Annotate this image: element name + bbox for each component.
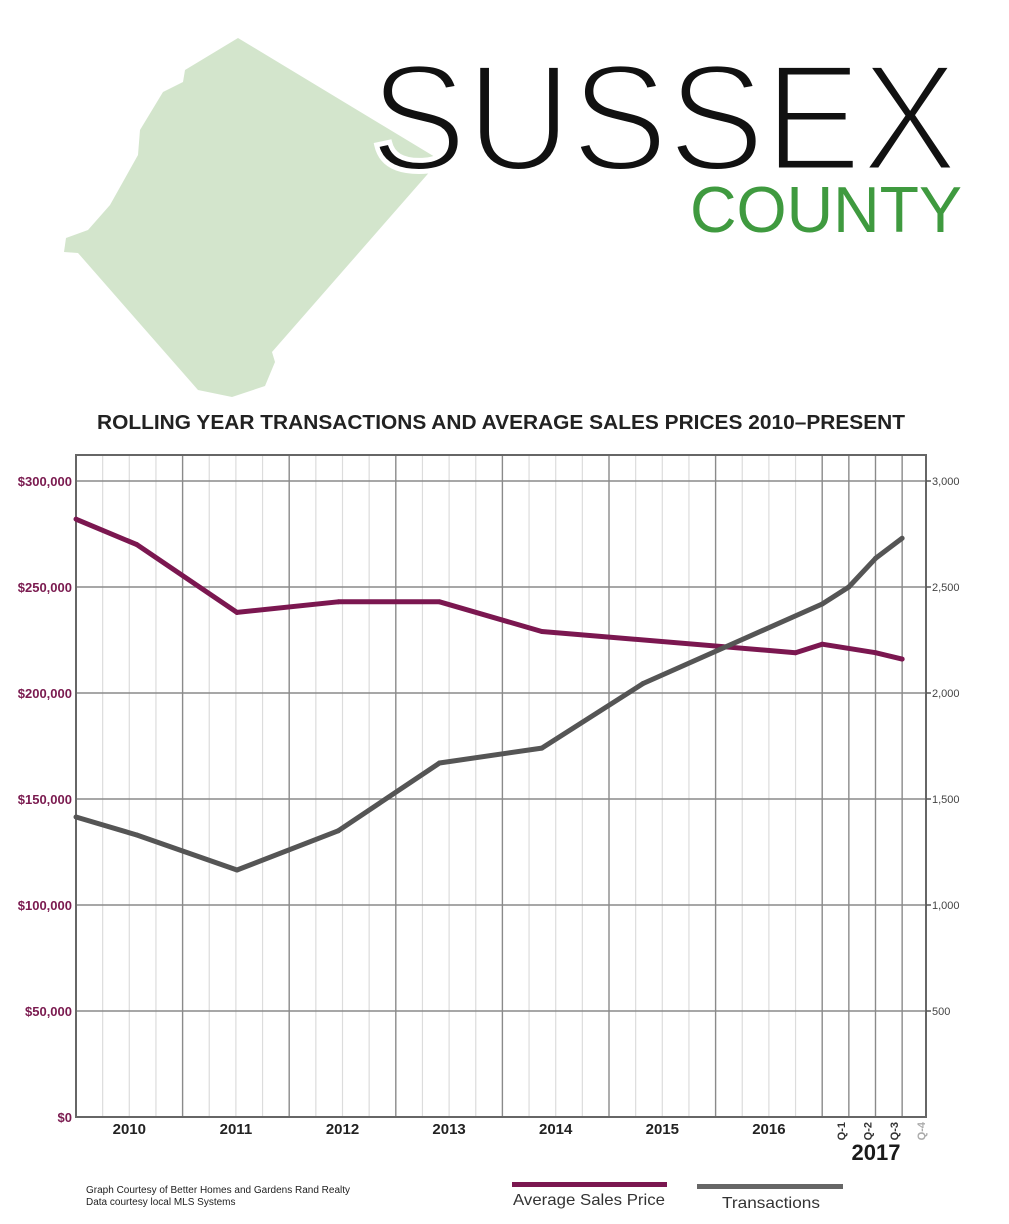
- right-axis-tick-label: 2,000: [932, 688, 960, 700]
- county-name-title: SUSSEX: [370, 33, 958, 203]
- chart-grid: [75, 454, 927, 1118]
- data-point-average-sales-price: [793, 650, 799, 656]
- x-axis-tick-label: 2011: [220, 1121, 253, 1138]
- left-axis-tick-label: $300,000: [18, 474, 72, 489]
- quarter-tick-label: Q-3: [889, 1122, 901, 1140]
- x-axis-tick-label: 2013: [432, 1121, 465, 1138]
- data-point-transactions: [819, 601, 825, 607]
- right-axis-tick-label: 3,000: [932, 476, 960, 488]
- right-axis-tick-label: 1,000: [932, 900, 960, 912]
- data-point-transactions: [873, 555, 878, 561]
- data-point-transactions: [846, 584, 852, 590]
- legend-swatch-average-sales-price: [512, 1182, 667, 1187]
- data-point-transactions: [640, 680, 646, 686]
- data-point-transactions: [335, 828, 341, 834]
- right-axis-tick-label: 500: [932, 1006, 950, 1018]
- data-point-transactions: [437, 760, 443, 766]
- data-point-average-sales-price: [234, 609, 240, 615]
- chart-axis-labels: $0 $50,000 $100,000 $150,000 $200,000 $250,00…: [18, 474, 960, 1140]
- data-point-transactions: [234, 867, 240, 873]
- quarter-tick-label: Q-1: [836, 1122, 848, 1140]
- right-axis-tick-label: 2,500: [932, 582, 960, 594]
- series-line-average-sales-price: [75, 516, 903, 662]
- data-point-transactions: [134, 832, 140, 838]
- data-point-average-sales-price: [335, 599, 341, 605]
- chart-series: [73, 516, 905, 873]
- left-axis-tick-label: $100,000: [18, 898, 72, 913]
- data-point-average-sales-price: [73, 516, 79, 522]
- right-axis-tick-label: 1,500: [932, 794, 960, 806]
- credit-line-1: Graph Courtesy of Better Homes and Garde…: [86, 1185, 350, 1196]
- data-point-transactions: [73, 814, 79, 820]
- x-axis-tick-label: 2014: [539, 1121, 573, 1138]
- quarter-tick-label: Q-4: [916, 1121, 928, 1140]
- data-point-average-sales-price: [819, 641, 825, 647]
- data-point-average-sales-price: [873, 650, 878, 656]
- county-subtitle: COUNTY: [690, 173, 962, 246]
- legend-label-average-sales-price: Average Sales Price: [513, 1192, 665, 1209]
- data-point-transactions: [899, 535, 905, 541]
- legend-swatch-transactions: [697, 1184, 843, 1189]
- left-axis-tick-label: $50,000: [25, 1004, 72, 1019]
- data-point-average-sales-price: [899, 656, 905, 662]
- data-point-transactions: [539, 745, 545, 751]
- left-axis-tick-label: $150,000: [18, 792, 72, 807]
- left-axis-tick-label: $0: [58, 1110, 72, 1125]
- chart-title: ROLLING YEAR TRANSACTIONS AND AVERAGE SA…: [97, 412, 905, 434]
- legend-label-transactions: Transactions: [722, 1195, 820, 1212]
- x-axis-tick-label: 2015: [646, 1121, 679, 1138]
- credit-line-2: Data courtesy local MLS Systems: [86, 1197, 236, 1208]
- quarter-year-label: 2017: [852, 1140, 901, 1165]
- left-axis-tick-label: $200,000: [18, 686, 72, 701]
- x-axis-tick-label: 2010: [113, 1121, 146, 1138]
- x-axis-tick-label: 2016: [752, 1121, 785, 1138]
- data-point-average-sales-price: [134, 542, 140, 548]
- plot-frame: [75, 454, 927, 1118]
- quarter-tick-label: Q-2: [863, 1122, 875, 1140]
- x-axis-tick-label: 2012: [326, 1121, 359, 1138]
- county-map-shape: [64, 38, 440, 397]
- left-axis-tick-label: $250,000: [18, 580, 72, 595]
- data-point-average-sales-price: [437, 599, 443, 605]
- data-point-average-sales-price: [539, 629, 545, 635]
